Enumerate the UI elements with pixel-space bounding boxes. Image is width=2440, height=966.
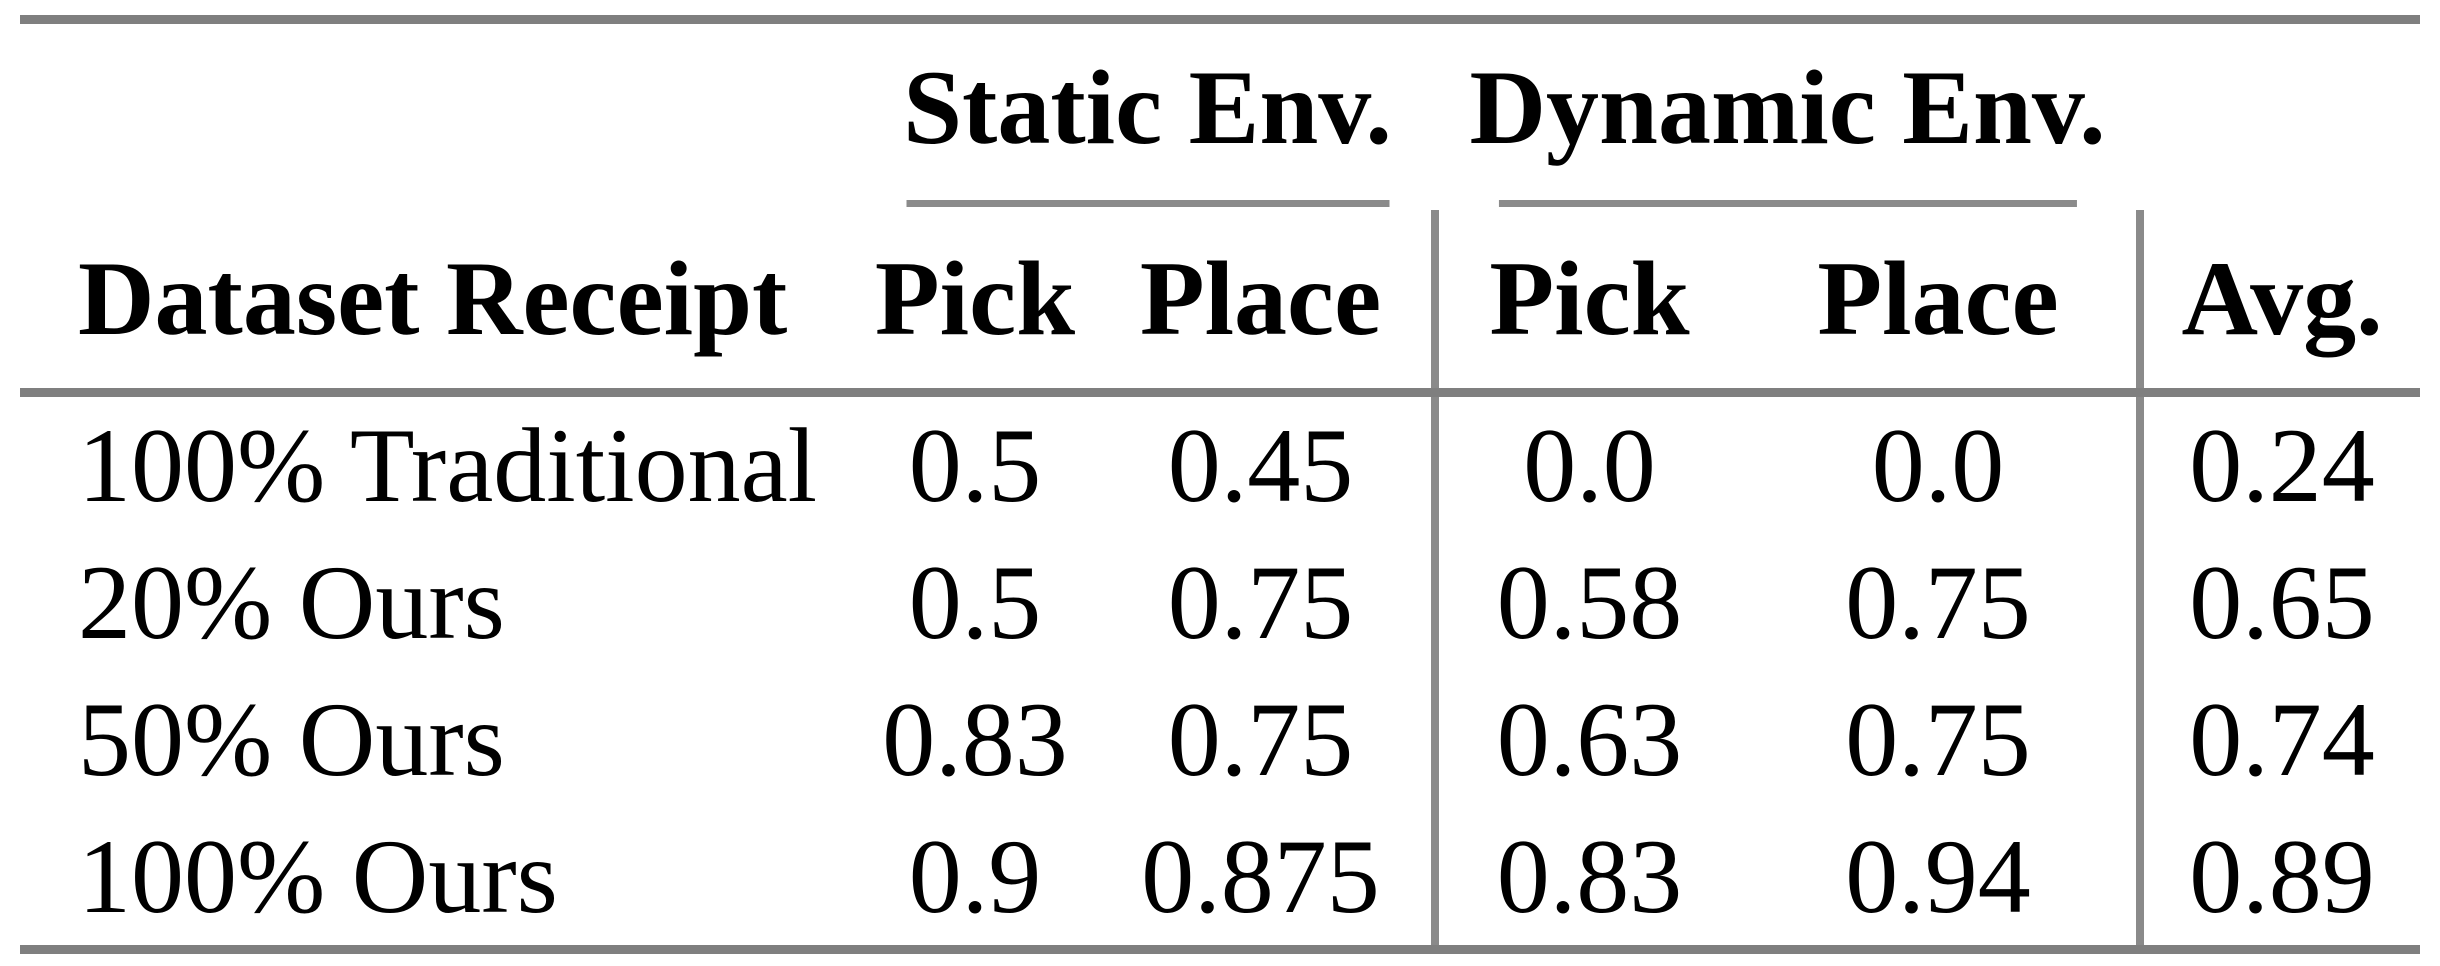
row-label: 50% Ours bbox=[78, 680, 505, 798]
group-header-static-env-label: Static Env. bbox=[903, 49, 1392, 166]
cell-dynamic-place: 0.75 bbox=[1740, 534, 2145, 671]
column-header-avg: Avg. bbox=[2140, 210, 2421, 397]
cmidrule-static-env bbox=[906, 200, 1389, 207]
cell-static-pick: 0.9 bbox=[908, 817, 1042, 935]
table-row-100pct-ours: 100% Ours 0.9 0.875 0.83 0.94 0.89 bbox=[20, 808, 2420, 950]
cell-static-place: 0.75 bbox=[1090, 534, 1440, 671]
cell-static-place: 0.75 bbox=[1090, 671, 1440, 808]
group-header-spacer bbox=[20, 20, 860, 211]
table-row-100pct-traditional: 100% Traditional 0.5 0.45 0.0 0.0 0.24 bbox=[20, 392, 2420, 534]
group-header-dynamic-env-cell: Dynamic Env. bbox=[1435, 20, 2140, 211]
cell-static-pick: 0.83 bbox=[882, 680, 1068, 798]
cell-dynamic-pick: 0.63 bbox=[1496, 680, 1683, 798]
cell-static-place: 0.45 bbox=[1090, 392, 1440, 534]
column-header-dataset-receipt: Dataset Receipt bbox=[20, 210, 860, 397]
cell-static-pick: 0.5 bbox=[908, 543, 1042, 661]
group-header-static-env-cell: Static Env. bbox=[860, 20, 1435, 211]
cell-avg: 0.65 bbox=[2189, 543, 2375, 661]
cell-static-place: 0.875 bbox=[1090, 808, 1440, 950]
group-header-dynamic-env-label: Dynamic Env. bbox=[1469, 49, 2106, 166]
cell-dynamic-place: 0.75 bbox=[1740, 671, 2145, 808]
cell-avg: 0.89 bbox=[2189, 817, 2375, 935]
results-table: Static Env. Dynamic Env. Dataset Receipt… bbox=[20, 15, 2421, 954]
cmidrule-dynamic-env bbox=[1498, 200, 2077, 207]
column-header-static-pick: Pick bbox=[860, 210, 1090, 397]
cell-dynamic-pick: 0.0 bbox=[1523, 406, 1656, 524]
row-label: 100% Traditional bbox=[78, 406, 818, 524]
column-header-dynamic-place: Place bbox=[1740, 210, 2145, 397]
cell-dynamic-place: 0.94 bbox=[1740, 808, 2145, 950]
cell-static-pick: 0.5 bbox=[908, 406, 1042, 524]
cell-dynamic-pick: 0.83 bbox=[1496, 817, 1683, 935]
row-label: 20% Ours bbox=[78, 543, 505, 661]
cell-avg: 0.74 bbox=[2189, 680, 2375, 798]
group-header-row: Static Env. Dynamic Env. bbox=[20, 20, 2420, 211]
table-row-50pct-ours: 50% Ours 0.83 0.75 0.63 0.75 0.74 bbox=[20, 671, 2420, 808]
cell-dynamic-place: 0.0 bbox=[1740, 392, 2145, 534]
cell-dynamic-pick: 0.58 bbox=[1496, 543, 1683, 661]
column-header-row: Dataset Receipt Pick Place Pick Place Av… bbox=[20, 210, 2421, 397]
cell-avg: 0.24 bbox=[2189, 406, 2375, 524]
column-header-dynamic-pick: Pick bbox=[1435, 210, 1741, 397]
row-label: 100% Ours bbox=[78, 817, 558, 935]
column-header-static-place: Place bbox=[1090, 210, 1440, 397]
group-header-spacer bbox=[2140, 20, 2420, 211]
table-row-20pct-ours: 20% Ours 0.5 0.75 0.58 0.75 0.65 bbox=[20, 534, 2420, 671]
